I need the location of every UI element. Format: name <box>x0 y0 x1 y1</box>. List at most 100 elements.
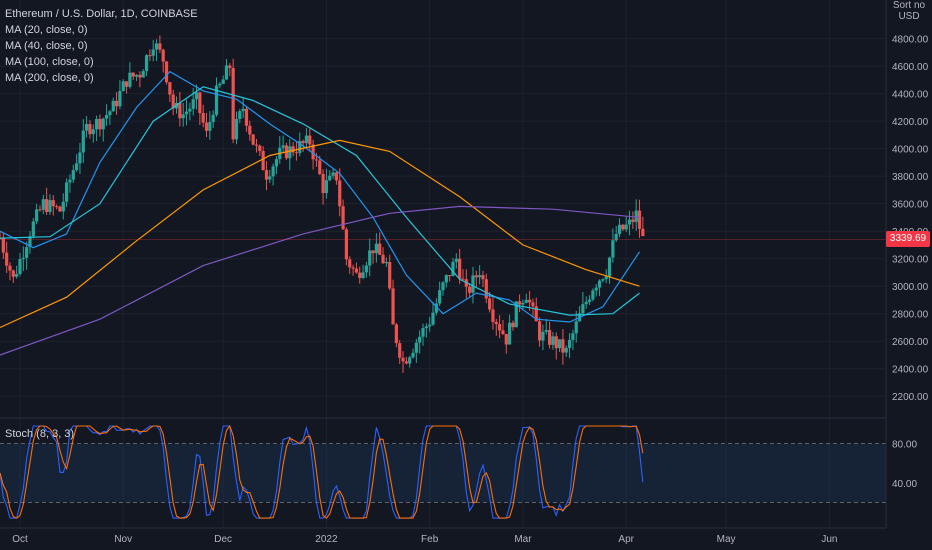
candle-body <box>458 258 462 279</box>
candle-body <box>564 347 568 353</box>
candle-body <box>551 336 555 345</box>
legend-ma200[interactable]: MA (200, close, 0) <box>5 72 94 84</box>
candle-body <box>164 61 169 83</box>
candle-body <box>268 176 272 180</box>
candle-body <box>474 275 478 278</box>
candle-body <box>378 243 382 255</box>
y-tick-label: 2600.00 <box>892 337 929 348</box>
candle-body <box>501 330 505 334</box>
candle-body <box>391 288 395 325</box>
stoch-axis[interactable]: 80.00 40.00 <box>892 440 917 490</box>
y-tick-label: 4000.00 <box>892 145 929 156</box>
candle-body <box>138 74 142 78</box>
candle-body <box>101 118 105 130</box>
candle-body <box>547 330 552 345</box>
candle-body <box>234 119 239 140</box>
y-tick-label: 4200.00 <box>892 117 929 128</box>
candle-body <box>511 322 515 328</box>
y-tick-label: 3000.00 <box>892 282 929 293</box>
candle-body <box>394 324 398 344</box>
candle-body <box>85 123 89 131</box>
candle-body <box>111 100 115 112</box>
candle-body <box>627 219 632 225</box>
price-axis[interactable]: 4800.00 4600.00 4400.00 4200.00 4000.00 3800.… <box>892 35 929 404</box>
candle-body <box>65 182 69 202</box>
candle-body <box>38 209 42 211</box>
candle-body <box>434 303 438 313</box>
legend-ma100[interactable]: MA (100, close, 0) <box>5 56 94 68</box>
candle-body <box>451 261 455 277</box>
legend: Ethereum / U.S. Dollar, 1D, COINBASE MA … <box>5 6 198 86</box>
candle-body <box>444 275 448 283</box>
candle-body <box>45 199 49 212</box>
x-tick-label: Apr <box>618 534 634 545</box>
candle-body <box>61 201 65 212</box>
stoch-tick-label: 80.00 <box>892 440 917 451</box>
candle-body <box>534 306 538 322</box>
candle-body <box>424 326 428 329</box>
candle-body <box>41 199 45 210</box>
stoch-legend[interactable]: Stoch (8, 3, 3) <box>5 428 75 440</box>
x-tick-label: Dec <box>214 534 232 545</box>
candle-body <box>388 262 392 289</box>
y-tick-label: 3800.00 <box>892 172 929 183</box>
candle-body <box>68 179 72 183</box>
x-tick-label: Jun <box>821 534 837 545</box>
candle-body <box>314 159 319 161</box>
legend-ma40[interactable]: MA (40, close, 0) <box>5 40 88 52</box>
candle-body <box>621 224 625 230</box>
candle-body <box>368 250 372 266</box>
candle-body <box>291 146 295 153</box>
ma200-line <box>0 205 640 356</box>
candle-body <box>204 122 209 131</box>
y-tick-label: 3200.00 <box>892 255 929 266</box>
candle-body <box>25 247 29 258</box>
candle-body <box>528 299 532 303</box>
candle-body <box>11 270 15 277</box>
time-axis[interactable]: Oct Nov Dec 2022 Feb Mar Apr May Jun <box>12 534 837 545</box>
candle-body <box>271 166 275 177</box>
candle-body <box>311 144 315 160</box>
candle-body <box>358 272 362 278</box>
candle-body <box>331 172 335 176</box>
y-tick-label: 2200.00 <box>892 392 929 403</box>
candle-body <box>597 280 602 288</box>
candle-body <box>488 298 492 310</box>
candle-body <box>21 257 25 260</box>
candle-body <box>244 108 249 126</box>
candle-body <box>341 206 345 230</box>
candle-body <box>184 111 189 115</box>
y-tick-label: 4800.00 <box>892 35 929 46</box>
candle-body <box>384 262 388 264</box>
candle-body <box>364 265 368 273</box>
candle-body <box>308 135 312 145</box>
candle-body <box>114 100 119 107</box>
stoch-lines <box>0 424 886 519</box>
candle-body <box>594 287 598 291</box>
candle-body <box>328 175 332 181</box>
candle-body <box>398 343 402 358</box>
moving-averages <box>0 70 640 356</box>
candle-body <box>478 275 482 278</box>
candle-body <box>178 102 182 119</box>
y-tick-label: 4400.00 <box>892 90 929 101</box>
y-tick-label: 4600.00 <box>892 62 929 73</box>
candle-body <box>418 336 422 343</box>
candle-body <box>58 206 62 212</box>
candle-body <box>274 159 279 167</box>
x-tick-label: Mar <box>514 534 532 545</box>
candle-body <box>624 224 628 230</box>
candle-body <box>514 301 518 328</box>
candle-body <box>441 282 445 291</box>
legend-ma20[interactable]: MA (20, close, 0) <box>5 24 88 36</box>
candle-body <box>561 339 565 353</box>
candle-body <box>81 130 85 153</box>
candle-body <box>471 275 475 293</box>
candle-body <box>567 339 572 348</box>
x-tick-label: May <box>717 534 736 545</box>
candle-body <box>218 83 222 86</box>
candle-body <box>508 322 512 345</box>
candle-body <box>521 302 525 305</box>
candle-body <box>344 229 349 260</box>
